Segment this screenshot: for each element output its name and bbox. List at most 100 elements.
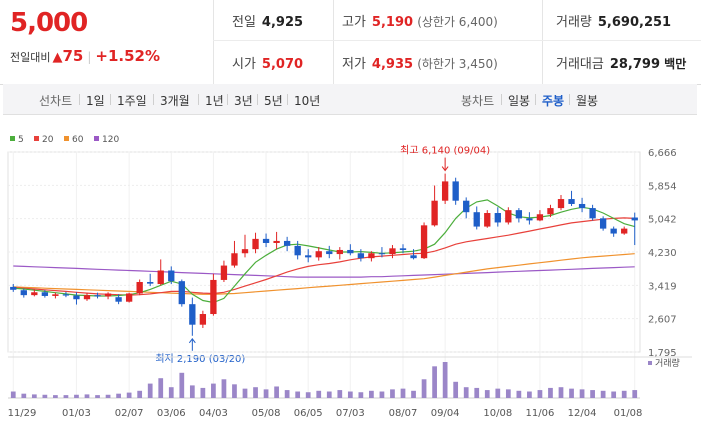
candle [326,245,333,259]
volume-bar [453,381,459,398]
volume-bar [232,384,237,398]
candle-daily-button[interactable]: 일봉 [508,94,531,108]
volume-bar [400,388,406,398]
x-tick-label: 03/06 [157,408,186,419]
divider [333,0,334,84]
open-value: 5,070 [261,57,304,72]
prev-close: 전일 4,925 [232,11,303,30]
ma-line-60 [13,253,635,295]
candle [610,226,617,237]
candle [41,290,49,298]
volume-bar [316,390,322,398]
x-tick-label: 02/07 [115,408,144,419]
candle [431,185,438,227]
divider [257,94,258,105]
volume-bar [548,387,553,398]
x-tick-label: 07/03 [336,408,365,419]
period-3y-button[interactable]: 3년 [234,94,253,108]
volume-label: 거래량 [556,15,592,30]
volume-bar [179,372,185,398]
period-1d-button[interactable]: 1일 [86,94,105,108]
candle [568,190,575,207]
y-tick-label: 6,666 [648,148,677,159]
candle [494,207,501,227]
volume-bar [158,378,164,398]
volume-panel: 거래량 [8,356,692,399]
y-tick-label: 2,607 [648,315,677,326]
price-summary: 5,000 전일대비 ▲75 | +1.52% [0,0,214,84]
chart-grid [7,151,641,398]
candle [505,207,512,225]
period-1w-button[interactable]: 1주일 [117,94,147,108]
prev-close-label: 전일 [232,15,256,30]
y-tick-label: 4,230 [648,248,677,259]
candlestick-series [10,173,638,336]
candle [526,212,533,225]
line-chart-label: 선차트 [39,94,73,108]
candle-monthly-button[interactable]: 월봉 [576,94,599,108]
x-tick-label: 06/05 [294,408,323,419]
stock-chart: 5 20 60 120 최고 6,140 (09/04) 최저 2,190 (03/20… [7,135,692,419]
volume-bar [253,387,258,398]
candle [252,232,259,254]
x-tick-label: 11/29 [8,408,37,419]
x-tick-label: 10/08 [483,408,512,419]
volume-value: 5,690,251 [597,15,672,30]
price-change: 전일대비 ▲75 | +1.52% [10,47,160,65]
candle-weekly-button[interactable]: 주봉 [542,94,565,108]
y-axis-labels: 6,666 5,854 5,042 4,230 3,419 2,607 1,795 [648,148,677,359]
change-separator: | [87,50,92,64]
legend-swatch [64,136,69,141]
volume-bar [347,391,353,398]
volume-bar [295,391,301,398]
divider [153,94,154,105]
candle [557,194,565,211]
volume-bar [274,386,279,398]
open-price: 시가 5,070 [232,53,303,72]
volume-legend-label: 거래량 [655,357,680,369]
x-tick-label: 01/08 [614,408,643,419]
divider [535,94,536,105]
amount-value: 28,799 [609,57,661,72]
candle [262,233,270,248]
candle [578,197,586,213]
candle [62,291,70,298]
y-tick-label: 5,042 [648,215,677,226]
period-10y-button[interactable]: 10년 [294,94,321,108]
x-tick-label: 11/06 [526,408,555,419]
trade-amount: 거래대금 28,799 백만 [556,53,686,72]
divider [213,40,701,41]
volume-bar [10,391,16,398]
period-3m-button[interactable]: 3개월 [160,94,190,108]
candle [589,204,596,221]
y-tick-label: 3,419 [648,281,677,292]
volume-bar [42,394,48,398]
volume-bar [284,390,290,398]
volume-bar [600,390,606,398]
period-1y-button[interactable]: 1년 [205,94,224,108]
candle [83,293,91,301]
upper-limit: (상한가 6,400) [417,15,498,29]
candle [452,177,459,205]
divider [198,94,199,105]
volume-bar [621,390,627,398]
volume-bar [590,390,595,398]
candle [168,266,175,285]
volume-bar [579,389,585,398]
period-5y-button[interactable]: 5년 [264,94,283,108]
volume-bar [558,387,564,398]
y-tick-label: 5,854 [648,181,677,192]
candle [347,244,354,256]
legend-swatch [94,136,99,141]
candle [473,206,480,230]
divider [110,94,111,105]
legend-label: 20 [42,135,54,145]
low-price: 저가 4,935 (하한가 3,450) [342,53,498,72]
candle [210,273,217,316]
volume-bar [211,383,216,398]
legend-label: 5 [18,135,24,145]
divider [569,94,570,105]
candle [283,236,291,252]
x-tick-label: 05/08 [252,408,281,419]
volume-bar [421,379,427,398]
